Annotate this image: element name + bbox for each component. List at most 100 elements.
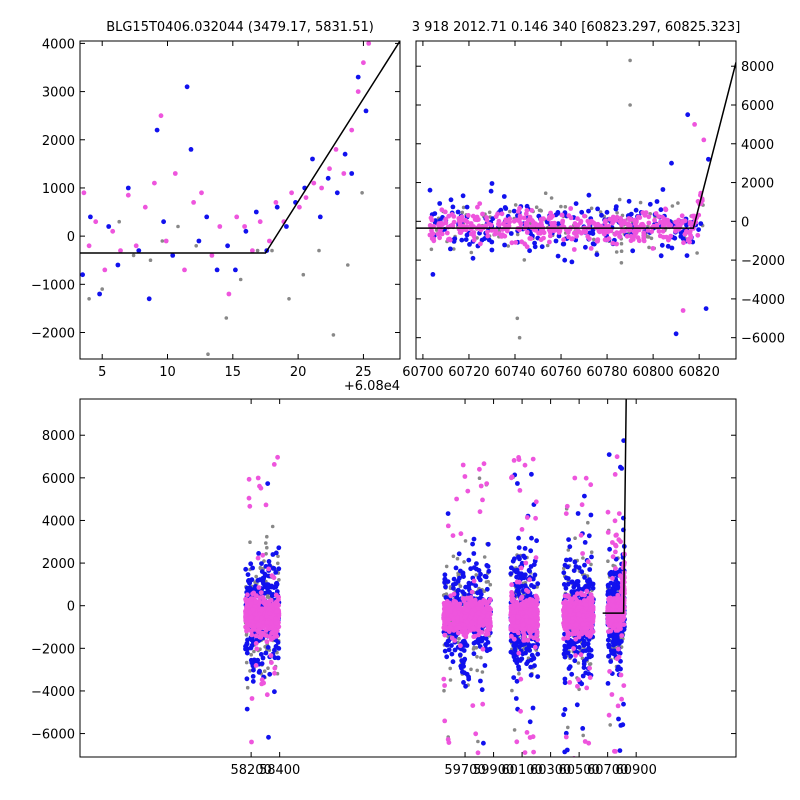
data-point	[449, 222, 455, 228]
data-point	[224, 316, 229, 320]
data-point	[274, 633, 280, 639]
data-point	[454, 615, 460, 621]
data-point	[516, 554, 521, 560]
data-point	[509, 623, 514, 628]
data-point	[517, 658, 523, 663]
data-point	[269, 660, 274, 665]
data-point	[451, 585, 456, 591]
data-point	[586, 740, 592, 746]
data-point	[455, 578, 461, 584]
data-point	[516, 218, 522, 224]
data-point	[154, 127, 160, 133]
data-point	[585, 578, 590, 584]
y-tick-label: −2000	[31, 327, 75, 342]
data-point	[513, 623, 519, 629]
data-point	[263, 502, 269, 508]
data-point	[251, 667, 256, 673]
data-point	[527, 236, 533, 241]
data-point	[458, 531, 464, 537]
data-point	[524, 598, 530, 604]
data-point	[562, 562, 568, 568]
data-point	[446, 647, 452, 653]
data-point	[466, 557, 472, 563]
data-point	[263, 650, 269, 656]
data-point	[253, 663, 259, 668]
data-point	[270, 524, 275, 529]
data-point	[529, 218, 535, 223]
data-point	[583, 244, 588, 250]
data-point	[480, 497, 485, 503]
data-point	[578, 652, 584, 658]
data-point	[462, 670, 467, 676]
data-point	[586, 645, 592, 651]
data-point	[599, 212, 604, 218]
data-point	[233, 267, 238, 273]
data-point	[531, 635, 537, 641]
data-point	[463, 237, 469, 243]
data-point	[539, 209, 543, 213]
data-point	[516, 571, 522, 576]
data-point	[568, 653, 574, 659]
data-point	[562, 749, 568, 755]
data-point	[478, 571, 483, 577]
data-point	[515, 232, 520, 237]
data-point	[245, 572, 251, 577]
data-point	[485, 233, 491, 239]
data-point	[543, 191, 548, 195]
data-point	[260, 594, 266, 600]
data-point	[619, 241, 624, 246]
data-point	[535, 637, 540, 643]
data-point	[616, 581, 621, 586]
data-point	[608, 659, 614, 664]
data-point	[471, 565, 477, 570]
data-point	[504, 223, 510, 229]
data-point	[532, 644, 538, 650]
data-point	[266, 666, 270, 670]
data-point	[238, 277, 243, 282]
data-point	[622, 218, 627, 224]
data-point	[581, 733, 585, 738]
data-point	[478, 483, 484, 489]
data-point	[528, 672, 534, 678]
data-point	[276, 554, 280, 559]
data-point	[437, 235, 442, 241]
data-point	[649, 236, 654, 241]
data-point	[250, 248, 255, 254]
data-point	[518, 708, 523, 714]
data-point	[479, 687, 485, 693]
data-point	[262, 669, 267, 673]
data-point	[524, 515, 530, 520]
data-point	[245, 685, 250, 690]
data-point	[246, 476, 252, 482]
data-point	[528, 548, 534, 554]
data-point	[512, 728, 517, 732]
data-point	[142, 204, 148, 210]
zoom-right-scatter-plot: 60700 60720 60740 60760 60780 60800 60820−6000…	[402, 40, 785, 380]
data-point	[269, 630, 274, 636]
data-point	[489, 228, 495, 233]
data-point	[485, 613, 490, 619]
data-point	[249, 643, 255, 648]
data-point	[642, 212, 648, 218]
data-point	[589, 550, 594, 554]
data-point	[266, 734, 271, 740]
data-point	[582, 626, 588, 631]
data-point	[525, 659, 531, 664]
data-point	[506, 244, 511, 248]
data-point	[477, 201, 483, 207]
data-point	[581, 598, 587, 603]
data-point	[580, 641, 586, 647]
data-point	[264, 541, 268, 545]
data-point	[576, 677, 581, 683]
data-point	[480, 670, 485, 674]
data-point	[272, 627, 278, 633]
data-point	[682, 218, 688, 224]
data-point	[472, 633, 478, 639]
data-point	[529, 619, 535, 625]
data-point	[532, 240, 537, 246]
data-point	[191, 200, 197, 205]
data-point	[637, 215, 643, 221]
data-point	[581, 665, 587, 670]
data-point	[626, 198, 632, 204]
data-point	[517, 213, 523, 219]
